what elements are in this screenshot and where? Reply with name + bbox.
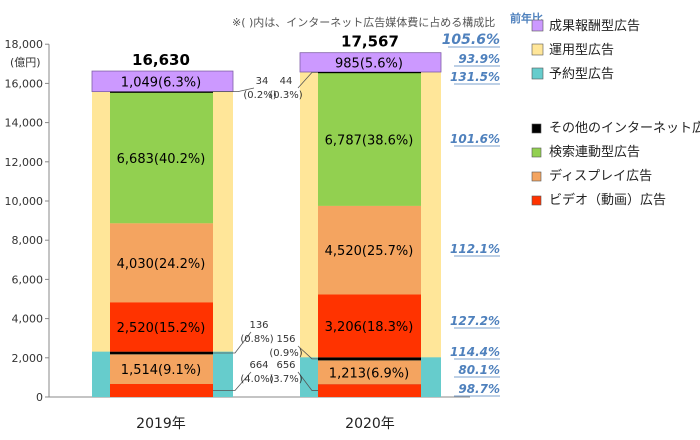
y-tick-label: 2,000	[12, 352, 44, 365]
y-tick-label: 8,000	[12, 234, 44, 247]
callout-leader	[297, 72, 318, 89]
y-axis-unit: (億円)	[10, 56, 41, 69]
yoy-value: 80.1%	[458, 363, 500, 377]
bar-segment-1-5	[318, 72, 421, 206]
legend-label: 予約型広告	[549, 67, 614, 82]
callout-leader	[213, 371, 252, 391]
legend: 成果報酬型広告運用型広告予約型広告その他のインターネット広告検索連動型広告ディス…	[531, 19, 700, 208]
chart-note: ※( )内は、インターネット広告媒体費に占める構成比	[232, 15, 495, 29]
bar-segment-1-0	[318, 384, 421, 397]
y-tick-label: 16,000	[5, 77, 44, 90]
legend-label: ビデオ（動画）広告	[549, 192, 666, 208]
legend-swatch	[531, 195, 542, 206]
y-tick-label: 12,000	[5, 156, 44, 169]
segment-labels: 1,514(9.1%) 2,520(15.2%) 4,030(24.2%) 6,683…	[117, 33, 414, 432]
segment-label: 3,206(18.3%)	[325, 320, 414, 335]
bar-segment-0-0	[110, 383, 213, 397]
yoy-value: 114.4%	[450, 345, 500, 359]
callout-leader	[297, 371, 318, 391]
legend-swatch	[531, 19, 544, 32]
callout-leader	[213, 87, 255, 93]
callout-pct: (0.3%)	[269, 90, 302, 101]
callout-value: 136	[249, 320, 268, 331]
category-label: 2020年	[345, 416, 395, 432]
yoy-column: 105.6% 93.9% 131.5% 101.6% 112.1% 127.2% 114.4…	[442, 32, 500, 397]
legend-label: 運用型広告	[549, 43, 614, 58]
callout-value: 664	[249, 360, 268, 371]
callout-pct: (0.8%)	[240, 334, 273, 345]
total-label: 17,567	[341, 33, 399, 51]
legend-swatch	[531, 147, 542, 158]
legend-label: 検索連動型広告	[549, 145, 640, 160]
bar-segment-1-3	[318, 294, 421, 358]
callout-pct: (3.7%)	[269, 374, 302, 385]
callout-leader	[297, 345, 318, 360]
callout-value: 156	[276, 334, 295, 345]
bar-segment-0-5	[110, 92, 213, 224]
y-axis: 0 2,000 4,000 6,000 8,000 10,000 12,000 14,000 1…	[5, 38, 470, 404]
total-label: 16,630	[132, 51, 190, 69]
bar-segment-1-4	[318, 205, 421, 295]
y-tick-label: 18,000	[5, 38, 44, 51]
legend-swatch	[531, 171, 542, 182]
bar-segment-1-2	[318, 357, 421, 361]
yoy-value: 112.1%	[450, 242, 500, 256]
bars	[91, 52, 442, 397]
callout-pct: (0.2%)	[243, 90, 276, 101]
segment-label: 1,514(9.1%)	[121, 363, 201, 378]
callout-leader	[213, 331, 252, 354]
bar-segment-0-1	[110, 354, 213, 384]
bar-segment-0-2	[110, 351, 213, 355]
yoy-value: 101.6%	[450, 132, 500, 146]
callout-value: 34	[256, 76, 269, 87]
legend-label: ディスプレイ広告	[549, 168, 652, 184]
y-tick-label: 0	[36, 391, 43, 404]
bar-segment-0-6	[110, 91, 213, 93]
bar-segment-1-6	[318, 71, 421, 74]
legend-label: 成果報酬型広告	[549, 19, 640, 34]
callout-pct: (0.9%)	[269, 348, 302, 359]
category-label: 2019年	[136, 416, 186, 432]
bar-segment-0-4	[110, 223, 213, 303]
yoy-value: 127.2%	[450, 314, 500, 328]
y-tick-label: 14,000	[5, 117, 44, 130]
callout-value: 44	[280, 76, 293, 87]
bar-segment-0-3	[110, 302, 213, 352]
callout-value: 656	[276, 360, 295, 371]
segment-label-performance: 1,049(6.3%)	[121, 75, 201, 90]
segment-label: 4,030(24.2%)	[117, 257, 206, 272]
legend-swatch	[531, 43, 544, 56]
segment-label: 6,787(38.6%)	[325, 133, 414, 148]
legend-label: その他のインターネット広告	[549, 121, 700, 136]
yoy-value: 93.9%	[458, 52, 500, 66]
yoy-value: 98.7%	[458, 382, 500, 396]
segment-label: 1,213(6.9%)	[329, 366, 409, 381]
segment-label: 6,683(40.2%)	[117, 152, 206, 167]
segment-label-performance: 985(5.6%)	[335, 56, 403, 71]
y-tick-label: 10,000	[5, 195, 44, 208]
legend-swatch	[531, 67, 544, 80]
yoy-value: 131.5%	[450, 70, 500, 84]
y-tick-label: 4,000	[12, 313, 44, 326]
y-tick-label: 6,000	[12, 273, 44, 286]
segment-label: 4,520(25.7%)	[325, 244, 414, 259]
yoy-value: 105.6%	[442, 32, 500, 48]
callout-pct: (4.0%)	[240, 374, 273, 385]
segment-label: 2,520(15.2%)	[117, 321, 206, 336]
legend-swatch	[531, 123, 542, 134]
bar-segment-1-1	[318, 360, 421, 385]
